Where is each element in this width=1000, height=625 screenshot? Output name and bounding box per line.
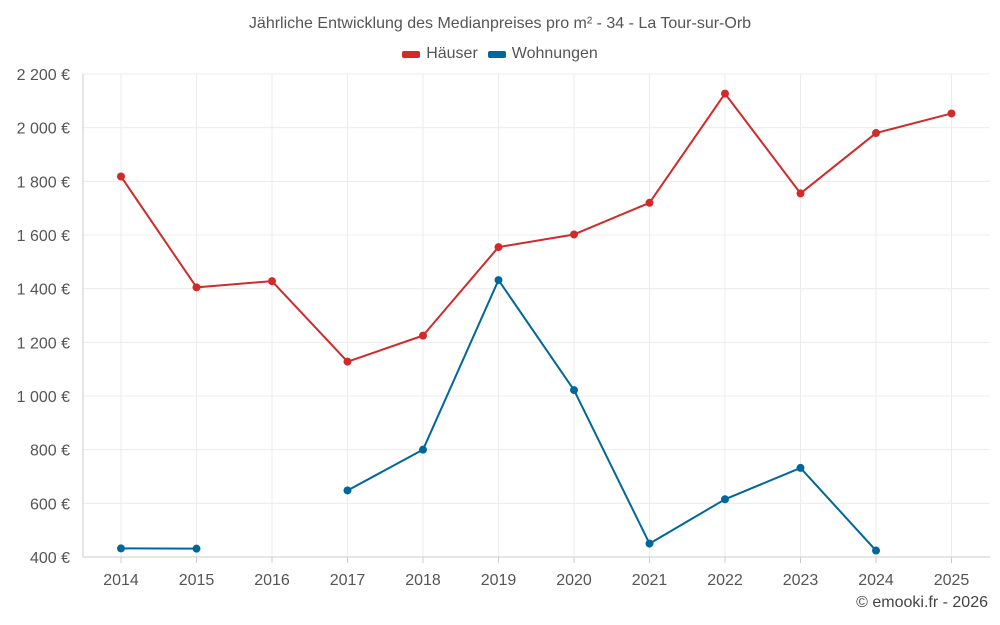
credit-text: © emooki.fr - 2026 bbox=[856, 594, 988, 611]
y-tick-label: 1 000 € bbox=[17, 389, 70, 406]
series-line-wohnungen bbox=[347, 279, 877, 552]
x-tick-label: 2020 bbox=[556, 572, 592, 589]
data-point-haeuser bbox=[117, 172, 125, 181]
legend-item-haeuser[interactable]: Häuser bbox=[402, 45, 478, 63]
y-tick-label: 1 600 € bbox=[17, 228, 70, 245]
y-tick-label: 2 000 € bbox=[17, 121, 70, 138]
x-tick-label: 2016 bbox=[254, 572, 290, 589]
x-tick-label: 2022 bbox=[707, 572, 743, 589]
chart-title: Jährliche Entwicklung des Medianpreises … bbox=[248, 15, 752, 32]
y-tick-label: 800 € bbox=[30, 443, 70, 460]
y-tick-label: 1 800 € bbox=[17, 174, 70, 191]
data-point-wohnungen bbox=[645, 539, 654, 548]
data-point-wohnungen bbox=[570, 386, 578, 395]
legend-label-wohnungen: Wohnungen bbox=[511, 45, 598, 62]
data-point-wohnungen bbox=[872, 546, 880, 555]
data-point-haeuser bbox=[947, 109, 956, 118]
data-point-haeuser bbox=[419, 331, 427, 340]
data-point-wohnungen bbox=[419, 445, 427, 454]
series-line-haeuser bbox=[120, 92, 952, 363]
legend-swatch-wohnungen bbox=[487, 50, 506, 58]
legend-label-haeuser: Häuser bbox=[426, 45, 478, 62]
data-point-haeuser bbox=[192, 283, 201, 292]
legend-item-wohnungen[interactable]: Wohnungen bbox=[487, 45, 598, 63]
x-tick-label: 2018 bbox=[405, 572, 441, 589]
legend: Häuser Wohnungen bbox=[0, 45, 1000, 63]
x-tick-label: 2024 bbox=[858, 572, 894, 589]
data-point-wohnungen bbox=[117, 544, 125, 553]
y-tick-label: 2 200 € bbox=[17, 67, 70, 84]
x-tick-label: 2025 bbox=[934, 572, 970, 589]
data-point-wohnungen bbox=[796, 463, 805, 472]
x-tick-label: 2023 bbox=[783, 572, 819, 589]
data-point-haeuser bbox=[645, 198, 654, 207]
data-point-haeuser bbox=[721, 89, 729, 98]
legend-swatch-haeuser bbox=[402, 50, 421, 58]
y-tick-label: 1 200 € bbox=[17, 335, 70, 352]
data-point-haeuser bbox=[343, 357, 352, 366]
data-point-wohnungen bbox=[494, 276, 503, 285]
x-tick-label: 2017 bbox=[330, 572, 366, 589]
y-tick-label: 1 400 € bbox=[17, 282, 70, 299]
x-tick-label: 2021 bbox=[632, 572, 668, 589]
y-tick-label: 600 € bbox=[30, 496, 70, 513]
x-tick-label: 2019 bbox=[481, 572, 517, 589]
data-point-haeuser bbox=[796, 189, 805, 198]
y-tick-label: 400 € bbox=[30, 550, 70, 567]
data-point-wohnungen bbox=[721, 495, 729, 504]
data-point-wohnungen bbox=[343, 486, 352, 495]
x-tick-label: 2014 bbox=[103, 572, 139, 589]
data-point-haeuser bbox=[872, 129, 880, 138]
data-point-wohnungen bbox=[192, 544, 201, 553]
data-point-haeuser bbox=[494, 243, 503, 252]
data-point-haeuser bbox=[570, 230, 578, 239]
data-point-haeuser bbox=[268, 277, 276, 286]
x-tick-label: 2015 bbox=[179, 572, 215, 589]
